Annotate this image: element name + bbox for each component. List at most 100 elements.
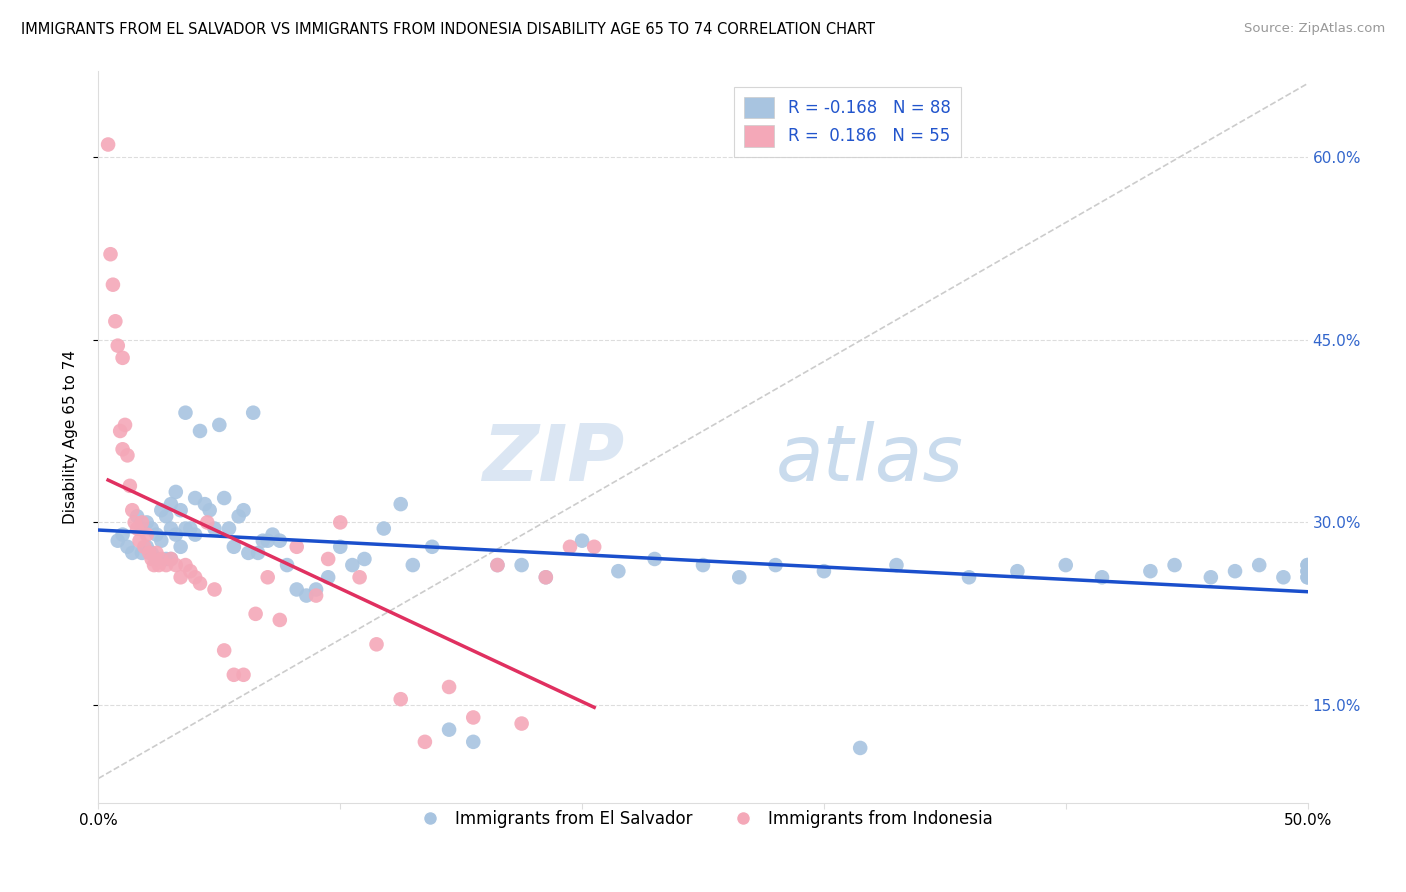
Point [886,558,908,573]
Point [135,516,157,530]
Point [366,637,388,651]
Point [160,552,183,566]
Point [728,570,751,584]
Point [463,735,485,749]
Point [276,558,298,573]
Point [1199,570,1222,584]
Point [135,527,157,541]
Point [269,533,291,548]
Point [145,546,167,560]
Legend: Immigrants from El Salvador, Immigrants from Indonesia: Immigrants from El Salvador, Immigrants … [406,804,1000,835]
Point [107,533,129,548]
Point [101,277,124,292]
Point [121,503,143,517]
Point [118,479,141,493]
Point [212,491,235,505]
Point [150,552,173,566]
Point [218,521,240,535]
Point [389,692,412,706]
Point [329,540,352,554]
Point [262,527,284,541]
Point [285,582,308,597]
Point [534,570,557,584]
Point [148,558,170,573]
Point [145,552,167,566]
Text: atlas: atlas [776,421,963,497]
Point [571,533,593,548]
Point [957,570,980,584]
Y-axis label: Disability Age 65 to 74: Disability Age 65 to 74 [63,350,77,524]
Point [269,613,291,627]
Point [1007,564,1029,578]
Point [242,406,264,420]
Point [127,521,149,535]
Point [121,546,143,560]
Point [160,497,183,511]
Point [135,540,157,554]
Point [165,558,187,573]
Point [644,552,666,566]
Point [238,546,260,560]
Text: IMMIGRANTS FROM EL SALVADOR VS IMMIGRANTS FROM INDONESIA DISABILITY AGE 65 TO 74: IMMIGRANTS FROM EL SALVADOR VS IMMIGRANT… [21,22,875,37]
Point [305,582,328,597]
Point [198,503,221,517]
Point [1296,558,1319,573]
Point [228,509,250,524]
Point [349,570,371,584]
Point [316,570,339,584]
Point [195,516,218,530]
Point [232,667,254,682]
Point [179,564,201,578]
Point [155,558,177,573]
Point [97,137,120,152]
Point [169,540,191,554]
Point [486,558,509,573]
Point [165,485,187,500]
Point [1296,570,1319,584]
Point [155,509,177,524]
Point [117,449,139,463]
Point [104,314,127,328]
Point [1296,564,1319,578]
Point [486,558,509,573]
Point [1272,570,1295,584]
Point [222,667,245,682]
Text: ZIP: ZIP [482,421,624,497]
Point [437,723,460,737]
Point [131,546,153,560]
Point [188,424,211,438]
Point [510,558,533,573]
Point [184,570,207,584]
Point [232,503,254,517]
Point [212,643,235,657]
Point [124,516,146,530]
Point [138,546,160,560]
Point [437,680,460,694]
Point [160,521,183,535]
Point [108,424,131,438]
Point [353,552,375,566]
Point [111,351,134,365]
Point [131,521,153,535]
Point [150,533,173,548]
Point [389,497,412,511]
Point [765,558,787,573]
Point [160,552,183,566]
Point [245,607,267,621]
Point [208,417,231,432]
Point [1223,564,1246,578]
Point [1091,570,1114,584]
Point [692,558,714,573]
Point [813,564,835,578]
Point [1296,558,1319,573]
Point [342,558,364,573]
Point [256,570,278,584]
Point [143,558,166,573]
Point [184,527,207,541]
Point [247,546,270,560]
Point [165,527,187,541]
Point [134,540,156,554]
Point [1163,558,1185,573]
Point [111,442,134,457]
Point [252,533,274,548]
